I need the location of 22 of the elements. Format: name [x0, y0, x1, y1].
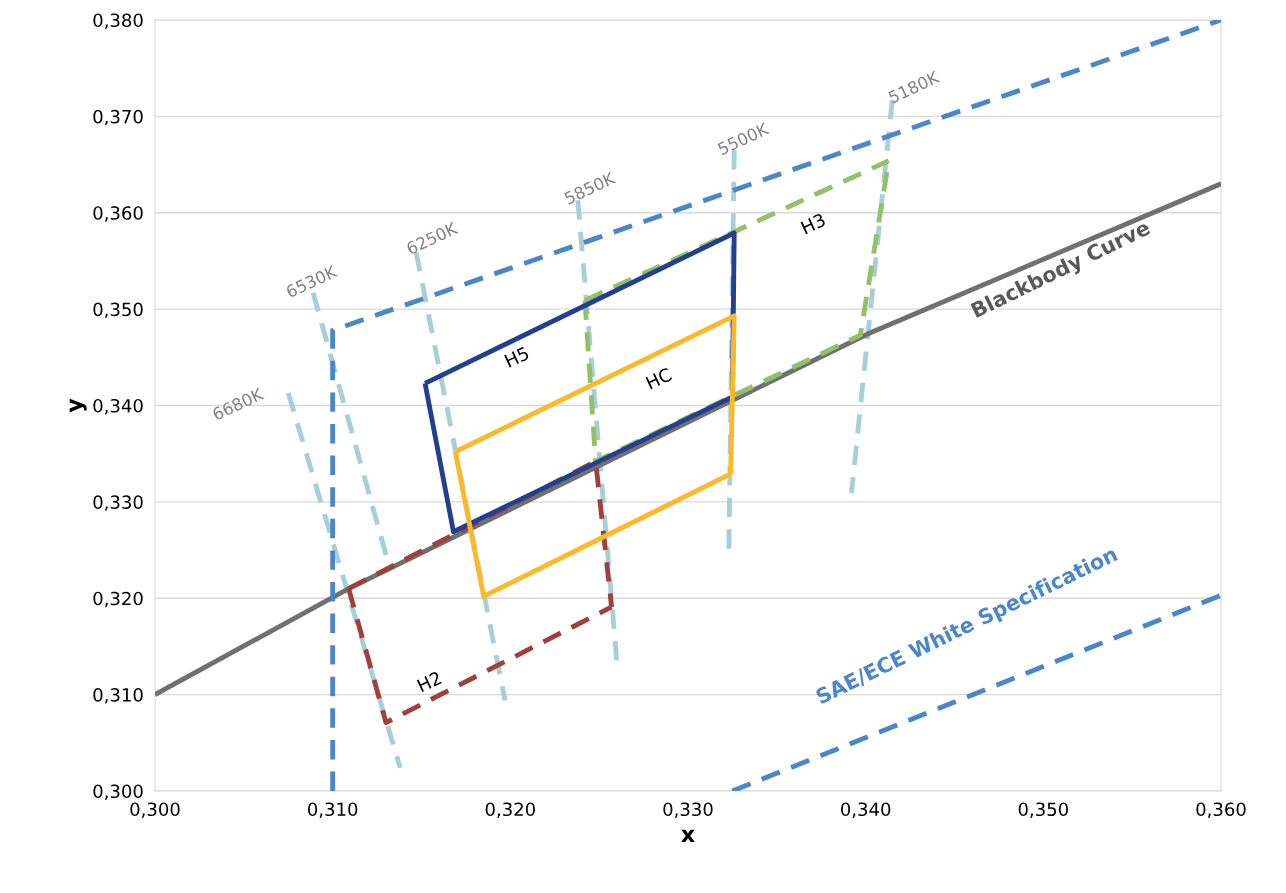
x-tick-label: 0,330 [663, 802, 713, 818]
y-tick-label: 0,360 [93, 206, 143, 222]
x-tick-label: 0,340 [841, 802, 891, 818]
x-tick-label: 0,350 [1018, 802, 1068, 818]
y-axis-title: y [69, 398, 87, 413]
y-tick-label: 0,370 [93, 109, 143, 126]
y-tick-label: 0,380 [93, 13, 143, 29]
x-axis-title: x [681, 829, 695, 843]
x-tick-label: 0,310 [308, 802, 358, 818]
annotation: H2 [416, 670, 442, 693]
x-tick-label: 0,320 [485, 802, 535, 818]
y-tick-label: 0,300 [93, 784, 143, 800]
y-tick-label: 0,320 [93, 591, 143, 608]
annotation: HC [645, 367, 673, 390]
y-tick-label: 0,330 [93, 495, 143, 511]
annotation: H3 [800, 212, 827, 235]
x-tick-label: 0,300 [130, 802, 180, 818]
y-tick-label: 0,340 [93, 398, 143, 415]
annotation: H5 [504, 346, 530, 368]
y-tick-label: 0,310 [93, 688, 143, 704]
x-tick-label: 0,360 [1196, 802, 1246, 818]
y-tick-label: 0,350 [93, 302, 143, 319]
